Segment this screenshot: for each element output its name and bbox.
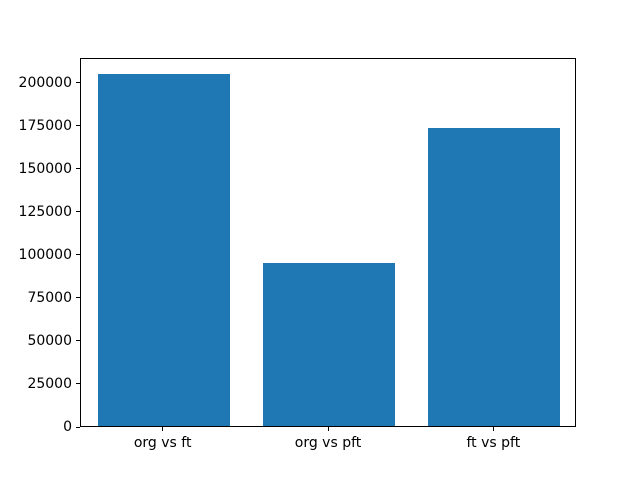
x-tick-mark <box>162 427 164 431</box>
y-tick-mark <box>76 254 80 256</box>
y-tick-label: 175000 <box>18 117 72 134</box>
bar-org-vs-pft <box>262 262 396 426</box>
x-tick-label: org vs pft <box>294 435 362 451</box>
y-tick-mark <box>76 211 80 213</box>
x-tick-mark <box>492 427 494 431</box>
y-tick-label: 150000 <box>18 160 72 177</box>
y-tick-mark <box>76 383 80 385</box>
x-tick-label: ft vs pft <box>466 435 521 451</box>
plot-area <box>80 58 576 427</box>
y-tick-label: 0 <box>63 419 72 435</box>
y-tick-mark <box>76 125 80 127</box>
bar-org-vs-ft <box>97 74 230 426</box>
y-tick-label: 100000 <box>18 246 72 263</box>
y-tick-label: 50000 <box>27 332 72 349</box>
y-tick-mark <box>76 82 80 84</box>
y-tick-mark <box>76 426 80 428</box>
y-tick-mark <box>76 340 80 342</box>
y-tick-label: 125000 <box>18 203 72 220</box>
x-tick-label: org vs ft <box>133 435 192 451</box>
y-tick-label: 75000 <box>27 289 72 306</box>
y-tick-label: 25000 <box>27 375 72 392</box>
y-tick-mark <box>76 168 80 170</box>
y-tick-label: 200000 <box>18 74 72 91</box>
y-tick-mark <box>76 297 80 299</box>
x-tick-mark <box>327 427 329 431</box>
bar-ft-vs-pft <box>428 128 561 426</box>
